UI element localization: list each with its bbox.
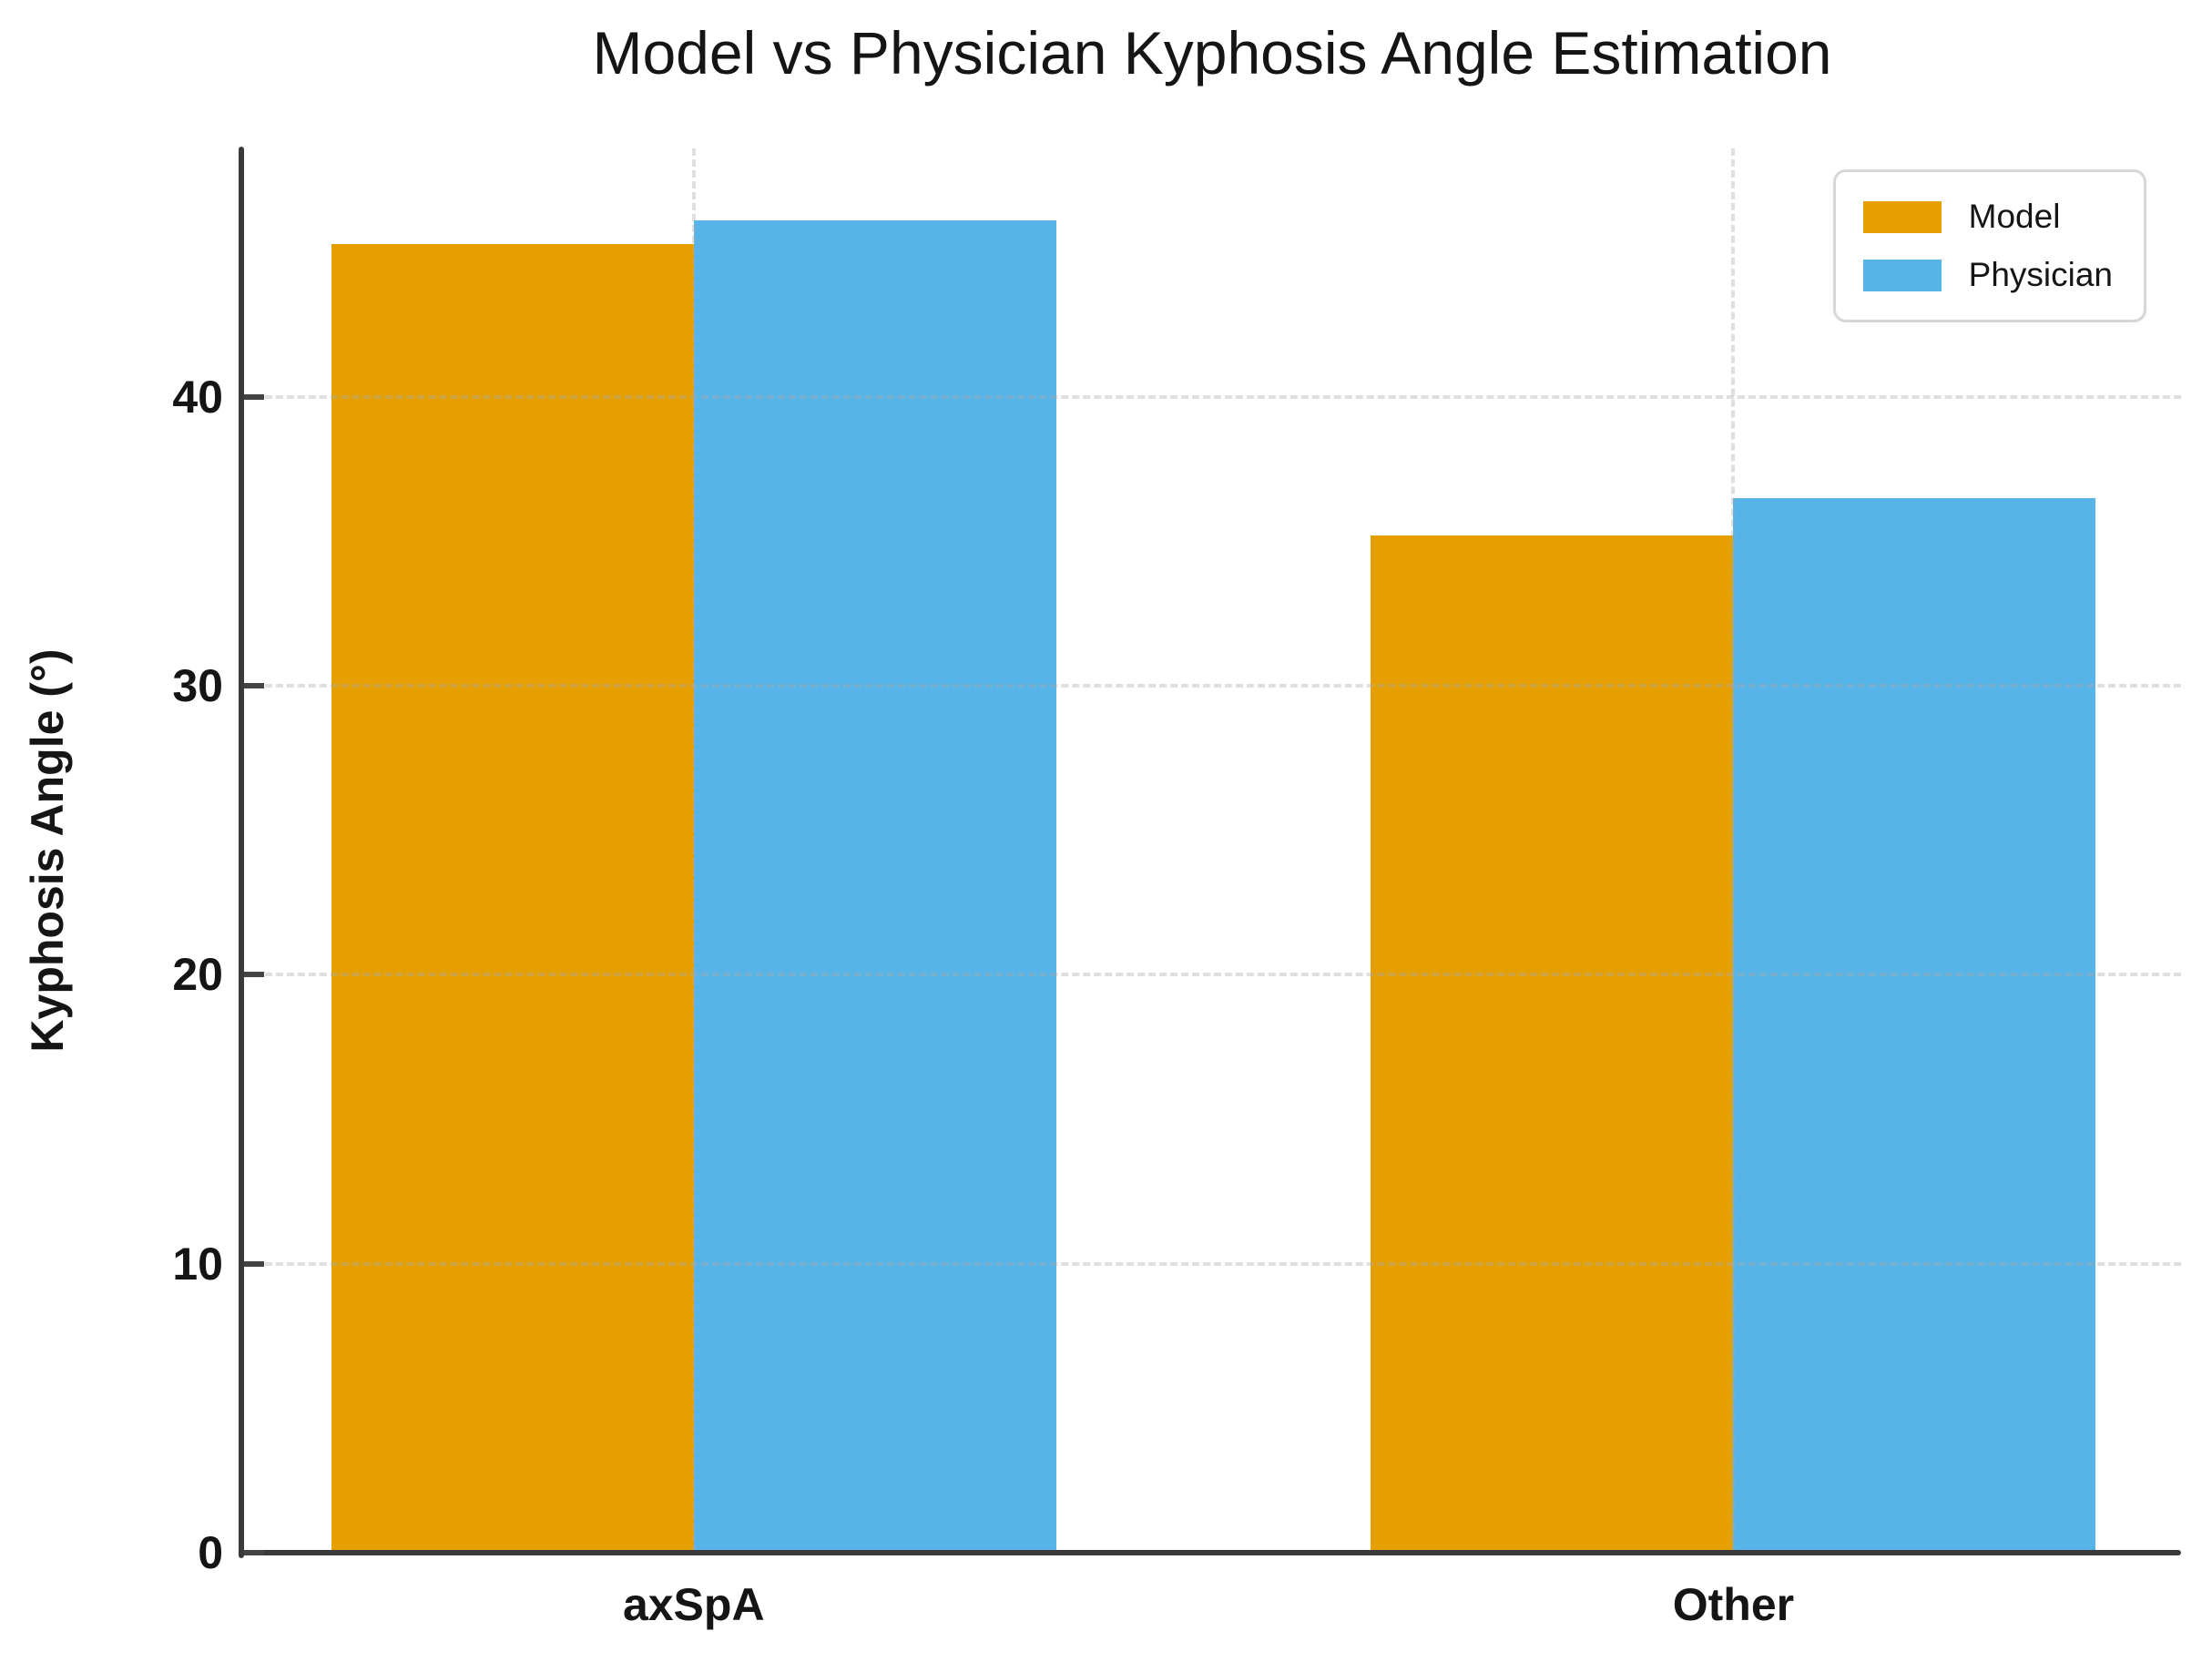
gridline-y-30 <box>243 684 2181 688</box>
chart-title: Model vs Physician Kyphosis Angle Estima… <box>592 19 1832 87</box>
y-tick-mark-20 <box>244 972 264 978</box>
y-tick-label-20: 20 <box>172 949 223 1001</box>
bar-axspa-model <box>331 243 694 1553</box>
legend: Model Physician <box>1832 169 2146 322</box>
legend-swatch-model <box>1862 200 1942 233</box>
legend-label-model: Model <box>1968 198 2061 235</box>
x-axis-spine <box>239 1550 2181 1555</box>
legend-swatch-physician <box>1862 259 1942 291</box>
y-tick-label-40: 40 <box>172 371 223 423</box>
legend-label-physician: Physician <box>1968 256 2113 293</box>
legend-item-physician: Physician <box>1862 256 2113 294</box>
gridline-x-axSpA <box>691 148 696 1553</box>
y-tick-label-10: 10 <box>172 1238 223 1290</box>
y-tick-label-30: 30 <box>172 660 223 712</box>
gridline-y-40 <box>243 394 2181 399</box>
bar-other-model <box>1371 535 1734 1553</box>
x-tick-label-axspa: axSpA <box>622 1579 765 1630</box>
legend-item-model: Model <box>1862 198 2113 236</box>
y-axis-spine <box>239 147 244 1558</box>
gridline-y-10 <box>243 1261 2181 1266</box>
gridline-y-20 <box>243 973 2181 977</box>
y-tick-mark-30 <box>244 683 264 689</box>
gridline-x-Other <box>1731 148 1736 1553</box>
y-tick-label-0: 0 <box>198 1527 223 1578</box>
bar-other-physician <box>1733 497 2096 1553</box>
bar-axspa-physician <box>693 220 1056 1553</box>
x-tick-label-other: Other <box>1672 1579 1795 1630</box>
y-tick-mark-0 <box>244 1550 264 1555</box>
y-tick-mark-10 <box>244 1260 264 1267</box>
y-tick-mark-40 <box>244 393 264 400</box>
